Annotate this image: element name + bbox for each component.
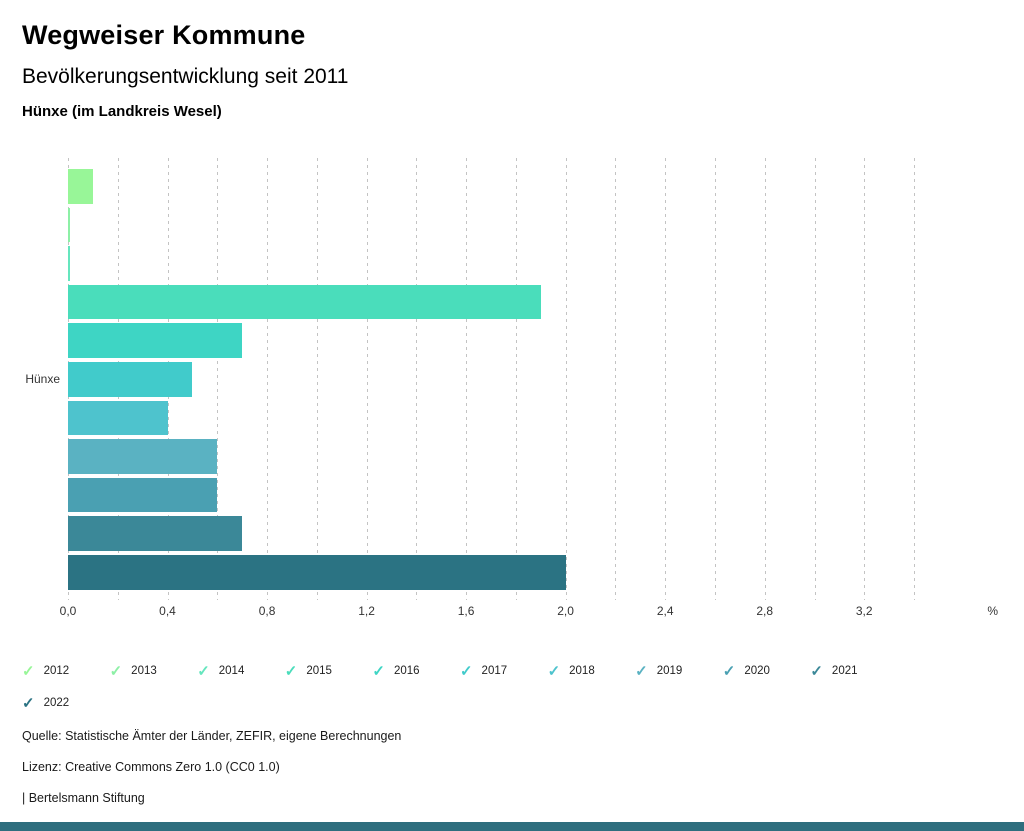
check-icon: ✓ — [197, 662, 210, 680]
gridline — [864, 158, 866, 600]
gridline — [665, 158, 667, 600]
legend-item-2012[interactable]: ✓ 2012 — [22, 664, 110, 679]
gridline — [366, 158, 368, 600]
x-tick-label: 3,2 — [855, 604, 873, 618]
legend-row: ✓ 2012 ✓ 2013 ✓ 2014 ✓ 2015 ✓ 2016 ✓ 2017 ✓ 2018 ✓ 2019… — [22, 655, 1002, 687]
x-tick-label: 1,6 — [457, 604, 475, 618]
legend-year-label: 2014 — [218, 665, 245, 677]
gridline — [615, 158, 617, 600]
page-subtitle: Bevölkerungsentwicklung seit 2011 — [22, 65, 349, 88]
check-icon: ✓ — [547, 662, 561, 680]
legend-year-label: 2019 — [656, 665, 683, 677]
page-title: Wegweiser Kommune — [22, 20, 306, 50]
bar-2021[interactable] — [68, 516, 243, 551]
license-text: Lizenz: Creative Commons Zero 1.0 (CC0 1… — [22, 760, 280, 774]
legend-item-2021[interactable]: ✓ 2021 — [810, 664, 898, 679]
legend-item-2013[interactable]: ✓ 2013 — [110, 664, 198, 679]
y-axis-label: Hünxe — [25, 372, 60, 386]
legend-year-label: 2015 — [306, 665, 332, 677]
bar-2018[interactable] — [68, 400, 168, 436]
x-tick-label: 0,4 — [159, 604, 176, 618]
gridline — [416, 158, 418, 600]
gridline — [814, 158, 816, 600]
x-axis-unit: % — [987, 604, 998, 618]
legend-item-2022[interactable]: ✓ 2022 — [22, 696, 110, 711]
check-icon: ✓ — [109, 662, 123, 680]
gridline — [714, 158, 716, 600]
x-tick-label: 2,4 — [656, 604, 674, 618]
gridline — [316, 158, 318, 600]
attribution-text: | Bertelsmann Stiftung — [22, 791, 145, 805]
legend-year-label: 2018 — [569, 665, 595, 677]
legend-item-2018[interactable]: ✓ 2018 — [548, 664, 636, 679]
legend-item-2020[interactable]: ✓ 2020 — [723, 664, 811, 679]
legend-year-label: 2016 — [393, 665, 420, 677]
bar-2013[interactable] — [68, 207, 70, 243]
check-icon: ✓ — [810, 662, 823, 680]
x-tick-label: 0,0 — [59, 604, 77, 618]
bar-2016[interactable] — [68, 323, 243, 358]
bar-2012[interactable] — [68, 169, 93, 204]
gridline — [267, 158, 269, 600]
legend-year-label: 2013 — [131, 665, 157, 677]
x-tick-label: 2,8 — [756, 604, 774, 618]
bar-2020[interactable] — [68, 477, 218, 513]
bar-2022[interactable] — [68, 555, 566, 590]
legend-year-label: 2022 — [43, 697, 70, 709]
legend: ✓ 2012 ✓ 2013 ✓ 2014 ✓ 2015 ✓ 2016 ✓ 2017 ✓ 2018 ✓ 2019… — [22, 655, 1002, 719]
x-axis: % 0,0 0,4 0,8 1,2 1,6 2,0 2,4 2,8 3,2 — [60, 604, 998, 620]
gridline — [764, 158, 766, 600]
x-tick-label: 1,2 — [358, 604, 375, 618]
check-icon: ✓ — [22, 662, 35, 680]
check-icon: ✓ — [635, 662, 648, 680]
check-icon: ✓ — [722, 662, 736, 680]
legend-item-2019[interactable]: ✓ 2019 — [635, 664, 723, 679]
check-icon: ✓ — [459, 662, 473, 680]
check-icon: ✓ — [22, 694, 35, 712]
x-tick-label: 0,8 — [258, 604, 276, 618]
region-title: Hünxe (im Landkreis Wesel) — [22, 103, 222, 120]
bottom-bar — [0, 822, 1024, 831]
plot-area — [68, 158, 915, 600]
legend-year-label: 2020 — [744, 665, 770, 677]
legend-year-label: 2012 — [43, 665, 70, 677]
gridline — [217, 158, 219, 600]
gridline — [914, 158, 915, 600]
check-icon: ✓ — [372, 662, 385, 680]
bar-2017[interactable] — [68, 362, 193, 397]
bar-2015[interactable] — [68, 284, 541, 320]
source-text: Quelle: Statistische Ämter der Länder, Z… — [22, 729, 402, 743]
check-icon: ✓ — [284, 662, 298, 680]
legend-item-2015[interactable]: ✓ 2015 — [285, 664, 373, 679]
legend-year-label: 2021 — [831, 665, 858, 677]
legend-row: ✓ 2022 — [22, 687, 1002, 719]
bar-2019[interactable] — [68, 439, 218, 474]
legend-item-2014[interactable]: ✓ 2014 — [197, 664, 285, 679]
gridline — [466, 158, 468, 600]
gridline — [515, 158, 517, 600]
gridline — [565, 158, 567, 600]
bar-2014[interactable] — [68, 246, 70, 281]
legend-item-2016[interactable]: ✓ 2016 — [372, 664, 460, 679]
x-tick-label: 2,0 — [557, 604, 574, 618]
legend-item-2017[interactable]: ✓ 2017 — [460, 664, 548, 679]
legend-year-label: 2017 — [481, 665, 508, 677]
